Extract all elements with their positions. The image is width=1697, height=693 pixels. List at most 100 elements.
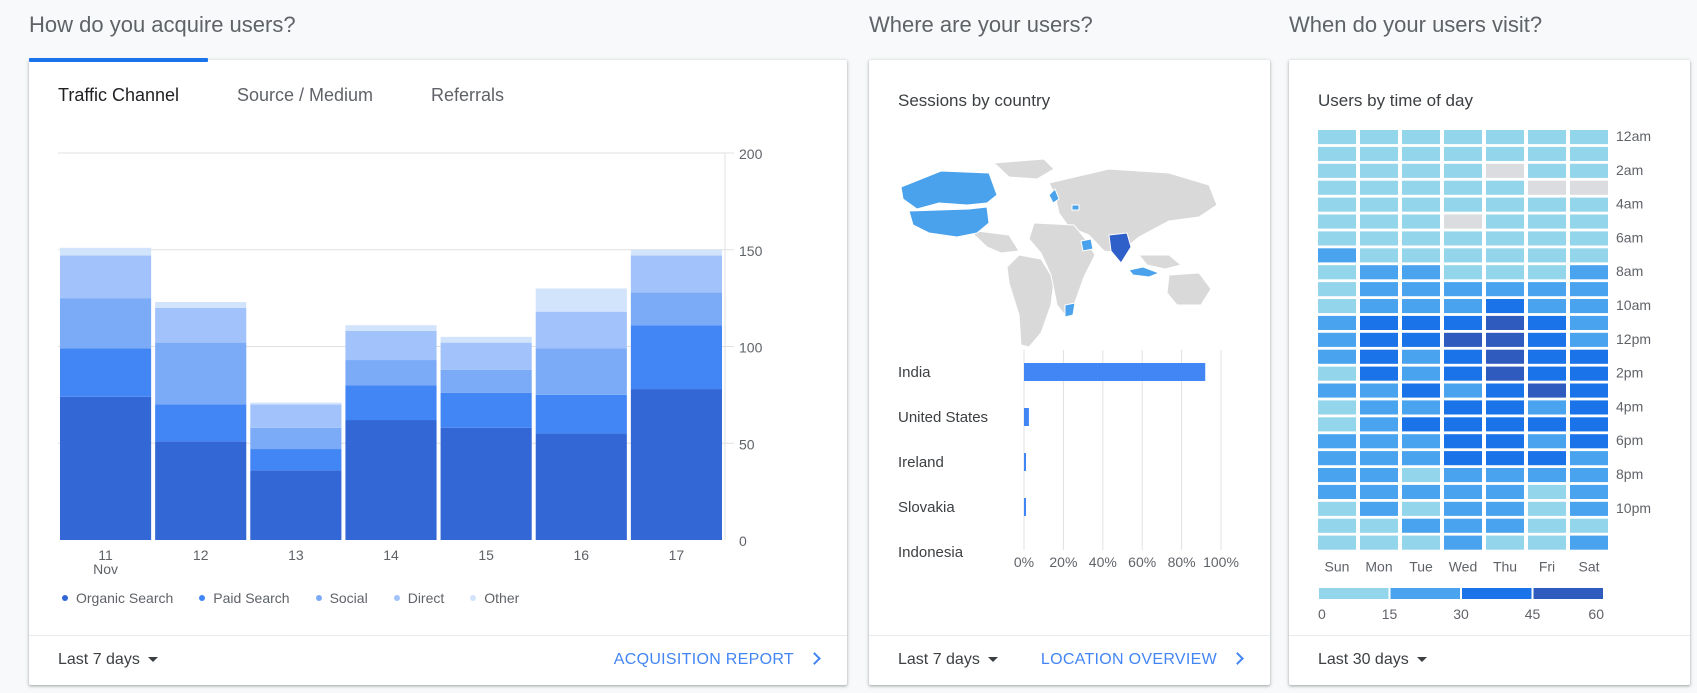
heatmap-cell[interactable] (1318, 315, 1356, 330)
heatmap-cell[interactable] (1360, 366, 1398, 381)
heatmap-cell[interactable] (1528, 417, 1566, 432)
heatmap-cell[interactable] (1528, 231, 1566, 246)
heatmap-cell[interactable] (1360, 180, 1398, 195)
heatmap-cell[interactable] (1486, 451, 1524, 466)
heatmap-cell[interactable] (1528, 332, 1566, 347)
heatmap-cell[interactable] (1402, 400, 1440, 415)
bar-segment-direct[interactable] (630, 255, 722, 293)
heatmap-cell[interactable] (1402, 231, 1440, 246)
tab-source-medium[interactable]: Source / Medium (237, 85, 374, 105)
heatmap-cell[interactable] (1570, 535, 1608, 550)
heatmap-cell[interactable] (1528, 299, 1566, 314)
heatmap-cell[interactable] (1444, 163, 1482, 178)
heatmap-cell[interactable] (1318, 434, 1356, 449)
bar-segment-other[interactable] (535, 288, 627, 312)
bar-segment-direct[interactable] (535, 311, 627, 349)
heatmap-cell[interactable] (1360, 518, 1398, 533)
heatmap-cell[interactable] (1570, 214, 1608, 229)
heatmap-cell[interactable] (1528, 130, 1566, 145)
heatmap-cell[interactable] (1318, 214, 1356, 229)
bar-segment-organic-search[interactable] (60, 396, 152, 540)
bar-segment-other[interactable] (155, 301, 247, 308)
bar-segment-organic-search[interactable] (630, 389, 722, 540)
heatmap-cell[interactable] (1486, 332, 1524, 347)
bar-segment-social[interactable] (440, 369, 532, 393)
bar-segment-organic-search[interactable] (345, 420, 437, 540)
heatmap-cell[interactable] (1318, 366, 1356, 381)
heatmap-cell[interactable] (1570, 383, 1608, 398)
heatmap-cell[interactable] (1528, 282, 1566, 297)
bar-segment-paid-search[interactable] (60, 348, 152, 397)
heatmap-cell[interactable] (1486, 349, 1524, 364)
acquisition-report-link[interactable]: ACQUISITION REPORT (614, 651, 821, 669)
bar-segment-organic-search[interactable] (535, 433, 627, 540)
heatmap-cell[interactable] (1444, 417, 1482, 432)
heatmap-cell[interactable] (1360, 282, 1398, 297)
heatmap-cell[interactable] (1570, 434, 1608, 449)
heatmap-cell[interactable] (1360, 299, 1398, 314)
heatmap-cell[interactable] (1570, 130, 1608, 145)
heatmap-cell[interactable] (1402, 349, 1440, 364)
heatmap-cell[interactable] (1486, 383, 1524, 398)
bar-segment-other[interactable] (60, 247, 152, 256)
heatmap-cell[interactable] (1318, 484, 1356, 499)
heatmap-cell[interactable] (1444, 468, 1482, 483)
bar-segment-other[interactable] (250, 402, 342, 405)
heatmap-cell[interactable] (1528, 315, 1566, 330)
heatmap-cell[interactable] (1570, 484, 1608, 499)
heatmap-cell[interactable] (1360, 349, 1398, 364)
heatmap-cell[interactable] (1402, 501, 1440, 516)
heatmap-cell[interactable] (1444, 518, 1482, 533)
heatmap-cell[interactable] (1528, 349, 1566, 364)
heatmap-cell[interactable] (1360, 197, 1398, 212)
heatmap-cell[interactable] (1360, 231, 1398, 246)
heatmap-cell[interactable] (1570, 231, 1608, 246)
heatmap-cell[interactable] (1486, 282, 1524, 297)
heatmap-cell[interactable] (1402, 434, 1440, 449)
heatmap-cell[interactable] (1318, 130, 1356, 145)
bar-segment-direct[interactable] (60, 255, 152, 299)
date-range-dropdown[interactable]: Last 30 days (1318, 651, 1427, 669)
heatmap-cell[interactable] (1570, 163, 1608, 178)
heatmap-cell[interactable] (1360, 535, 1398, 550)
heatmap-cell[interactable] (1444, 501, 1482, 516)
heatmap-cell[interactable] (1486, 197, 1524, 212)
heatmap-cell[interactable] (1570, 366, 1608, 381)
heatmap-cell[interactable] (1318, 535, 1356, 550)
heatmap-cell[interactable] (1318, 417, 1356, 432)
heatmap-cell[interactable] (1570, 197, 1608, 212)
heatmap-cell[interactable] (1570, 332, 1608, 347)
heatmap-cell[interactable] (1318, 197, 1356, 212)
heatmap-cell[interactable] (1318, 299, 1356, 314)
heatmap-cell[interactable] (1360, 468, 1398, 483)
heatmap-cell[interactable] (1570, 180, 1608, 195)
heatmap-cell[interactable] (1570, 518, 1608, 533)
heatmap-cell[interactable] (1486, 366, 1524, 381)
country-bar[interactable] (1024, 498, 1026, 516)
heatmap-cell[interactable] (1318, 248, 1356, 263)
heatmap-cell[interactable] (1360, 130, 1398, 145)
location-overview-link[interactable]: LOCATION OVERVIEW (1041, 651, 1244, 669)
heatmap-cell[interactable] (1444, 383, 1482, 398)
bar-segment-direct[interactable] (155, 307, 247, 343)
heatmap-cell[interactable] (1486, 434, 1524, 449)
heatmap-cell[interactable] (1570, 282, 1608, 297)
heatmap-cell[interactable] (1528, 214, 1566, 229)
heatmap-cell[interactable] (1444, 231, 1482, 246)
heatmap-cell[interactable] (1486, 214, 1524, 229)
heatmap-cell[interactable] (1528, 434, 1566, 449)
heatmap-cell[interactable] (1444, 484, 1482, 499)
bar-segment-organic-search[interactable] (155, 441, 247, 540)
heatmap-cell[interactable] (1318, 451, 1356, 466)
heatmap-cell[interactable] (1444, 535, 1482, 550)
heatmap-cell[interactable] (1318, 146, 1356, 161)
heatmap-cell[interactable] (1318, 518, 1356, 533)
heatmap-cell[interactable] (1402, 366, 1440, 381)
heatmap-cell[interactable] (1360, 501, 1398, 516)
heatmap-cell[interactable] (1444, 349, 1482, 364)
heatmap-cell[interactable] (1360, 248, 1398, 263)
bar-segment-social[interactable] (630, 292, 722, 326)
heatmap-cell[interactable] (1318, 501, 1356, 516)
heatmap-cell[interactable] (1528, 197, 1566, 212)
tab-traffic-channel[interactable]: Traffic Channel (58, 85, 180, 105)
